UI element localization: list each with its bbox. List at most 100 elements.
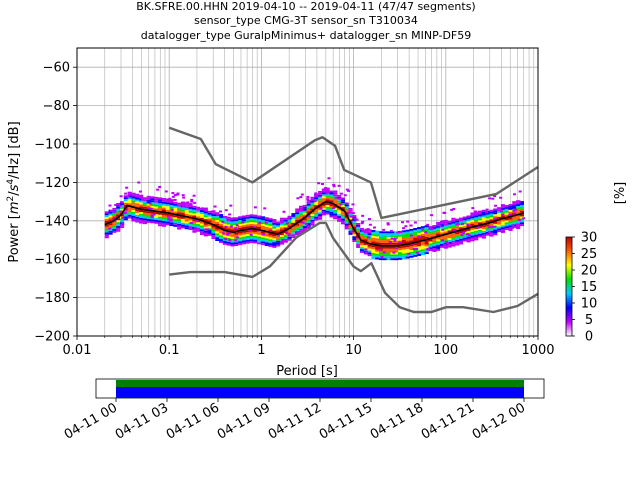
heatmap-cell [466, 225, 471, 228]
heatmap-cell [455, 239, 460, 242]
heatmap-cell [333, 213, 338, 216]
heatmap-cell [249, 220, 254, 222]
heatmap-cell [173, 194, 177, 197]
heatmap-cell [245, 239, 250, 242]
heatmap-cell [366, 228, 370, 231]
title-line-3: datalogger_type GuralpMinimus+ datalogge… [141, 29, 472, 42]
heatmap-cell [363, 233, 368, 236]
colorbar-tick-label: 5 [585, 313, 593, 328]
heatmap-cell [177, 218, 182, 220]
heatmap-cell [272, 219, 277, 221]
heatmap-cell [142, 216, 147, 219]
heatmap-cell [249, 241, 254, 244]
heatmap-cell [169, 222, 174, 225]
heatmap-cell [413, 239, 418, 242]
heatmap-cell [276, 223, 281, 226]
heatmap-cell [207, 218, 212, 221]
heatmap-cell [238, 218, 243, 221]
heatmap-cell [192, 228, 197, 231]
heatmap-cell [378, 235, 384, 238]
heatmap-cell [224, 238, 228, 241]
heatmap-cell [481, 221, 486, 224]
heatmap-cell [104, 219, 109, 221]
heatmap-cell [314, 218, 319, 221]
heatmap-cell [112, 223, 117, 226]
heatmap-cell [386, 223, 390, 226]
heatmap-cell [485, 208, 489, 211]
heatmap-cell [382, 248, 387, 251]
heatmap-cell [455, 232, 460, 235]
heatmap-cell [348, 217, 353, 220]
heatmap-cell [140, 195, 144, 198]
heatmap-cell [375, 238, 380, 241]
heatmap-cell [272, 240, 277, 243]
heatmap-cell [466, 240, 471, 243]
heatmap-cell [398, 242, 403, 245]
heatmap-cell [104, 232, 109, 235]
heatmap-cell [417, 238, 422, 241]
heatmap-cell [203, 219, 208, 222]
heatmap-cell [359, 227, 365, 230]
heatmap-cell [424, 227, 429, 230]
heatmap-cell [519, 218, 525, 221]
heatmap-cell [462, 218, 467, 221]
heatmap-cell [165, 210, 170, 212]
heatmap-cell [512, 201, 517, 204]
heatmap-cell [493, 212, 498, 215]
heatmap-cell [382, 258, 387, 261]
heatmap-cell [104, 228, 109, 231]
heatmap-cell [245, 220, 250, 223]
heatmap-cell [154, 208, 159, 211]
heatmap-cell [378, 238, 384, 241]
heatmap-cell [257, 217, 262, 220]
heatmap-cell [363, 237, 368, 240]
heatmap-cell [382, 240, 387, 243]
heatmap-cell [417, 230, 422, 233]
heatmap-cell [116, 224, 121, 226]
heatmap-cell [192, 211, 197, 214]
heatmap-cell [321, 192, 326, 195]
heatmap-cell [188, 228, 193, 231]
colorbar-tick-label: 20 [581, 264, 598, 279]
heatmap-cell [219, 225, 224, 228]
heatmap-cell [474, 228, 479, 231]
heatmap-cell [310, 200, 315, 203]
heatmap-cell [272, 224, 277, 227]
heatmap-cell [313, 200, 317, 203]
heatmap-cell [443, 229, 448, 232]
heatmap-cell [390, 258, 395, 261]
heatmap-cell [180, 203, 186, 206]
heatmap-cell [458, 232, 464, 235]
heatmap-cell [186, 201, 190, 204]
heatmap-cell [173, 219, 178, 222]
heatmap-cell [363, 243, 368, 245]
heatmap-cell [310, 220, 314, 223]
heatmap-cell [184, 206, 189, 209]
heatmap-cell [230, 229, 235, 232]
x-tick-label: 1000 [521, 343, 554, 358]
heatmap-cell [123, 214, 128, 217]
heatmap-cell [283, 225, 288, 228]
heatmap-cell [325, 210, 330, 213]
heatmap-cell [428, 247, 433, 250]
heatmap-cell [108, 230, 113, 233]
title-line-2: sensor_type CMG-3T sensor_sn T310034 [194, 14, 418, 27]
heatmap-cell [260, 243, 266, 246]
heatmap-cell [177, 216, 182, 219]
heatmap-cell [348, 213, 353, 216]
y-tick-label: −140 [34, 214, 70, 229]
heatmap-cell [504, 224, 509, 227]
heatmap-cell [390, 231, 395, 234]
heatmap-cell [139, 200, 144, 203]
heatmap-cell [513, 212, 517, 215]
heatmap-cell [512, 226, 517, 229]
heatmap-cell [116, 222, 121, 225]
heatmap-cell [489, 211, 494, 214]
heatmap-cell [516, 202, 521, 205]
heatmap-cell [295, 208, 300, 211]
heatmap-cell [394, 258, 399, 261]
heatmap-cell [512, 205, 517, 207]
heatmap-cell [306, 201, 311, 204]
heatmap-cell [424, 234, 429, 237]
